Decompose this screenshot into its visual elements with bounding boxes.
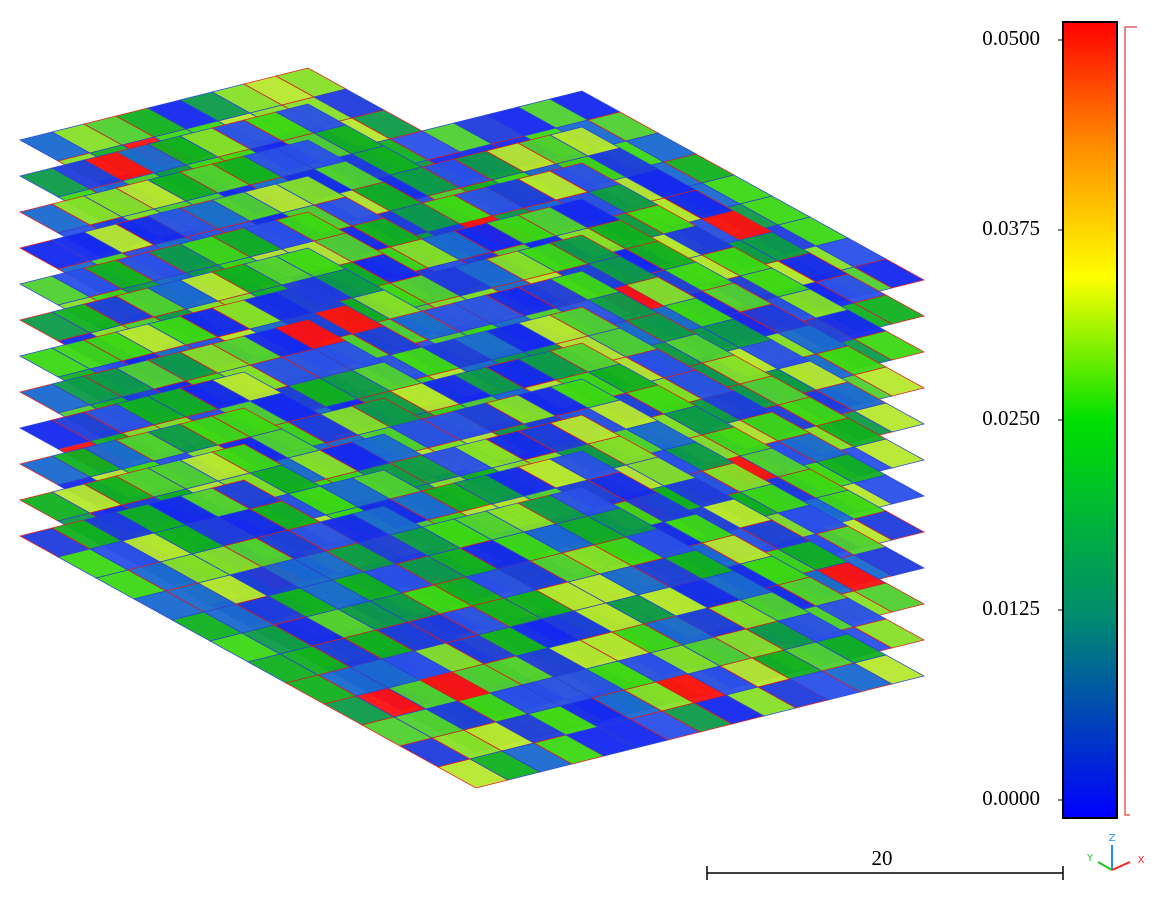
- scale-bar-label: 20: [872, 846, 893, 870]
- point-cloud-cell: [852, 618, 926, 649]
- color-scale-ticks: 0.0500 0.0375 0.0250 0.0125 0.0000: [982, 26, 1063, 810]
- tick-label: 0.0375: [982, 216, 1040, 240]
- z-label: Z: [1109, 833, 1116, 844]
- point-cloud-cell: [852, 366, 926, 397]
- point-cloud-cell: [852, 474, 926, 505]
- axis-gizmo: Z X Y: [1086, 833, 1145, 871]
- x-label: X: [1138, 855, 1145, 866]
- point-cloud-cell: [852, 510, 926, 541]
- tick-label: 0.0500: [982, 26, 1040, 50]
- tick-label: 0.0125: [982, 596, 1040, 620]
- color-scale-bar: [1062, 21, 1118, 819]
- y-axis: [1097, 861, 1113, 871]
- point-cloud-cell: [852, 582, 926, 613]
- point-cloud: [18, 67, 926, 789]
- point-cloud-cell: [852, 438, 926, 469]
- histogram-line: [1124, 26, 1137, 816]
- tick-label: 0.0250: [982, 406, 1040, 430]
- x-axis: [1111, 861, 1131, 871]
- y-label: Y: [1086, 853, 1094, 864]
- point-cloud-cell: [852, 654, 926, 685]
- point-cloud-cell: [852, 330, 926, 361]
- point-cloud-cell: [852, 294, 926, 325]
- point-cloud-cell: [852, 258, 926, 289]
- point-cloud-cell: [852, 546, 926, 577]
- tick-label: 0.0000: [982, 786, 1040, 810]
- point-cloud-cell: [852, 402, 926, 433]
